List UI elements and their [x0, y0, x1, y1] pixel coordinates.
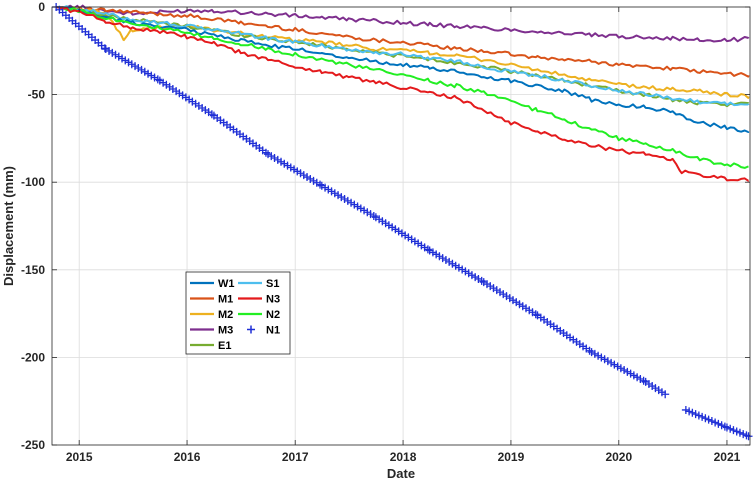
- y-tick-label: -150: [21, 263, 45, 277]
- n1-marker: [100, 44, 109, 53]
- series-n2: [55, 6, 750, 169]
- series-n1: [52, 3, 753, 441]
- legend-entry-n1: N1: [247, 325, 280, 337]
- n1-marker: [744, 432, 753, 441]
- x-tick-label: 2018: [390, 450, 417, 464]
- legend-entry-m2: M2: [190, 309, 233, 321]
- legend-label: M2: [218, 309, 233, 321]
- legend-label: W1: [218, 278, 235, 290]
- series-s1: [56, 5, 750, 107]
- axis-ticks: 0 -50 -100 -150 -200 -250 2015 2016 2017 2018 2019…: [21, 0, 750, 464]
- legend-label: N2: [266, 309, 280, 321]
- series-m3: [56, 4, 750, 43]
- legend-label: S1: [266, 278, 279, 290]
- x-tick-label: 2016: [174, 450, 201, 464]
- x-tick-label: 2021: [714, 450, 741, 464]
- legend-label: E1: [218, 340, 231, 352]
- legend-entry-n3: N3: [238, 294, 280, 306]
- legend-entry-e1: E1: [190, 340, 231, 352]
- plot-frame: [51, 6, 751, 446]
- y-tick-label: -200: [21, 350, 45, 364]
- legend-label: N1: [266, 325, 280, 337]
- x-tick-label: 2015: [66, 450, 93, 464]
- series-line-w1: [55, 6, 750, 133]
- legend-entry-n2: N2: [238, 309, 280, 321]
- y-axis-label: Displacement (mm): [1, 166, 16, 286]
- series-w1: [55, 6, 750, 133]
- series-line-n2: [55, 6, 750, 169]
- series-m1: [56, 6, 750, 78]
- legend-label: N3: [266, 294, 280, 306]
- y-tick-label: -50: [28, 88, 46, 102]
- series-line-m3: [56, 4, 750, 43]
- legend-marker: [247, 325, 255, 334]
- legend-label: M1: [218, 294, 233, 306]
- legend-entry-m3: M3: [190, 325, 233, 337]
- n1-marker: [316, 180, 325, 189]
- x-tick-label: 2017: [282, 450, 309, 464]
- series-line-n3: [55, 6, 750, 182]
- x-tick-label: 2019: [498, 450, 525, 464]
- series-line-s1: [56, 5, 750, 107]
- y-tick-label: -250: [21, 438, 45, 452]
- y-tick-label: 0: [38, 0, 45, 14]
- n1-marker: [531, 310, 540, 319]
- series-n3: [55, 6, 750, 182]
- legend-entry-m1: M1: [190, 294, 233, 306]
- n1-marker: [661, 390, 670, 399]
- legend: W1 M1 M2 M3 E1 S1 N3 N2 N1: [185, 271, 291, 355]
- legend-entry-w1: W1: [190, 278, 235, 290]
- series-layer: [52, 3, 753, 441]
- legend-entry-s1: S1: [238, 278, 279, 290]
- legend-label: M3: [218, 325, 233, 337]
- n1-marker: [423, 245, 432, 254]
- y-tick-label: -100: [21, 175, 45, 189]
- x-axis-label: Date: [387, 466, 415, 481]
- series-line-m1: [56, 6, 750, 78]
- x-tick-label: 2020: [605, 450, 632, 464]
